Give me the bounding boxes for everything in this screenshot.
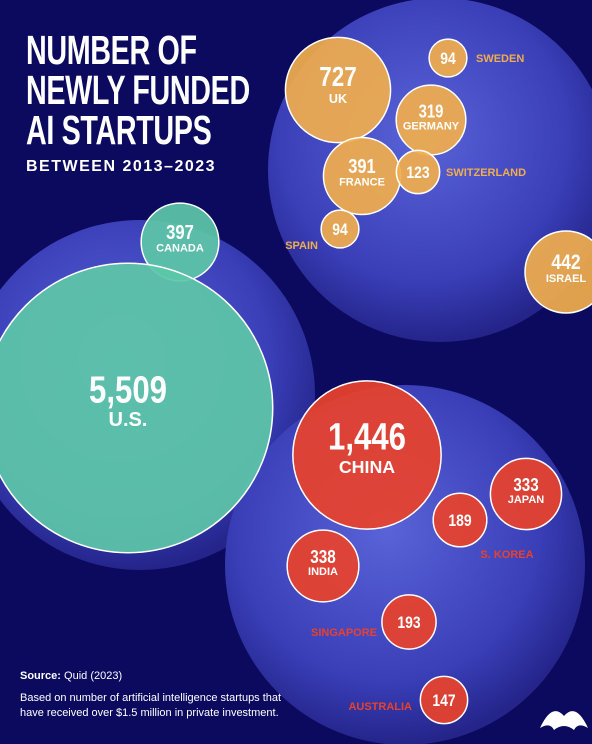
country-label: CHINA <box>339 457 395 477</box>
logo <box>540 711 588 730</box>
value-label: 397 <box>166 220 194 243</box>
country-label: GERMANY <box>403 120 460 132</box>
country-label: SWITZERLAND <box>446 167 526 179</box>
value-label: 391 <box>348 154 375 177</box>
value-label: 442 <box>551 250 580 274</box>
value-label: 123 <box>406 164 430 183</box>
source-label: Source: <box>20 670 61 682</box>
country-label: SWEDEN <box>476 53 524 65</box>
bubble <box>284 36 392 144</box>
country-label: AUSTRALIA <box>348 701 412 713</box>
country-label: S. KOREA <box>480 549 533 561</box>
bubble <box>381 594 437 650</box>
value-label: 94 <box>440 50 456 69</box>
note: Based on number of artificial intelligen… <box>20 692 282 719</box>
bubble <box>395 149 441 195</box>
value-label: 5,509 <box>89 369 167 411</box>
value-label: 189 <box>448 512 472 531</box>
value-label: 1,446 <box>328 416 406 458</box>
value-label: 147 <box>432 692 455 711</box>
country-label: SINGAPORE <box>311 627 377 639</box>
bubble <box>0 262 274 554</box>
bubble <box>432 492 488 548</box>
bubble <box>489 457 563 531</box>
value-label: 338 <box>310 547 335 568</box>
source-text: Quid (2023) <box>64 670 123 682</box>
country-label: SPAIN <box>285 240 318 252</box>
chart-subtitle: BETWEEN 2013–2023 <box>26 158 217 175</box>
country-label: U.S. <box>109 409 148 431</box>
bubble <box>292 380 442 530</box>
value-label: 333 <box>513 475 538 496</box>
value-label: 727 <box>319 62 356 93</box>
country-label: UK <box>329 92 347 106</box>
country-label: JAPAN <box>508 494 545 506</box>
bubble <box>419 675 469 725</box>
bubble <box>286 529 360 603</box>
source: Source: Quid (2023) <box>20 670 122 682</box>
value-label: 94 <box>332 221 348 240</box>
value-label: 193 <box>397 614 421 633</box>
value-label: 319 <box>419 101 444 122</box>
bubble <box>428 38 468 78</box>
bubble <box>524 230 592 314</box>
chart-title: NUMBER OF NEWLY FUNDED AI STARTUPS <box>26 27 250 153</box>
country-label: INDIA <box>308 566 338 578</box>
country-label: FRANCE <box>339 176 385 188</box>
bubble <box>320 209 360 249</box>
country-label: ISRAEL <box>546 273 587 285</box>
country-label: CANADA <box>156 242 204 254</box>
